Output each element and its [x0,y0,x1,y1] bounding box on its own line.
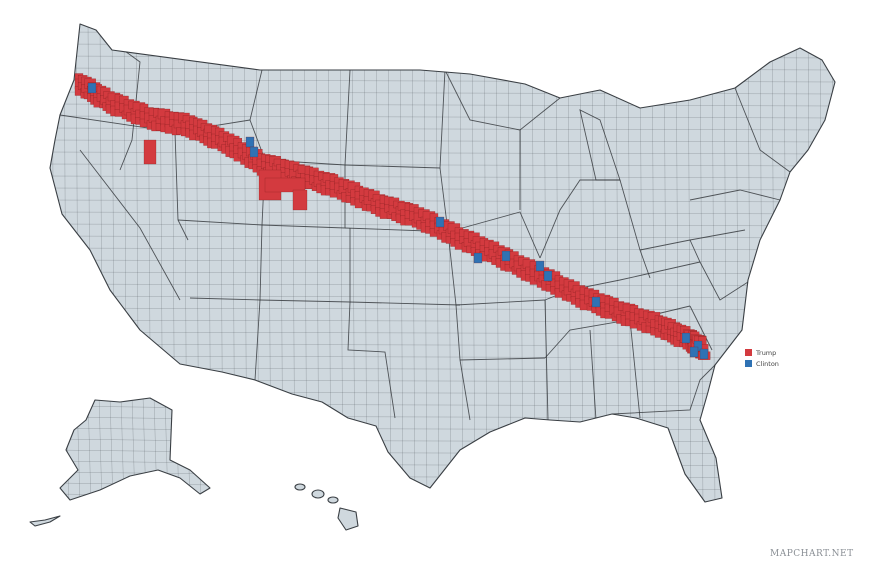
county-clinton [543,270,553,282]
county-clinton [435,216,445,228]
alaska-region [29,397,211,527]
legend-swatch-trump [745,349,752,356]
legend-label-trump: Trump [756,348,777,357]
highlighted-county-band [74,73,711,360]
county-trump [143,139,157,165]
legend-label-clinton: Clinton [756,359,779,368]
mapchart-credit: MAPCHART.NET [770,549,854,559]
county-clinton [689,346,699,358]
map-legend: Trump Clinton [745,347,779,369]
legend-item-trump: Trump [745,347,779,358]
county-clinton [591,296,601,308]
county-trump [264,177,306,193]
legend-swatch-clinton [745,360,752,367]
county-clinton [473,252,483,264]
county-clinton [681,332,691,344]
county-clinton [249,146,259,158]
county-clinton [87,82,97,94]
legend-item-clinton: Clinton [745,358,779,369]
county-clinton [699,348,709,360]
county-clinton [535,260,545,272]
hawaii-region [294,483,359,531]
state-borders [59,29,791,421]
county-clinton [245,136,255,148]
county-trump [292,189,308,211]
county-clinton [501,250,511,262]
